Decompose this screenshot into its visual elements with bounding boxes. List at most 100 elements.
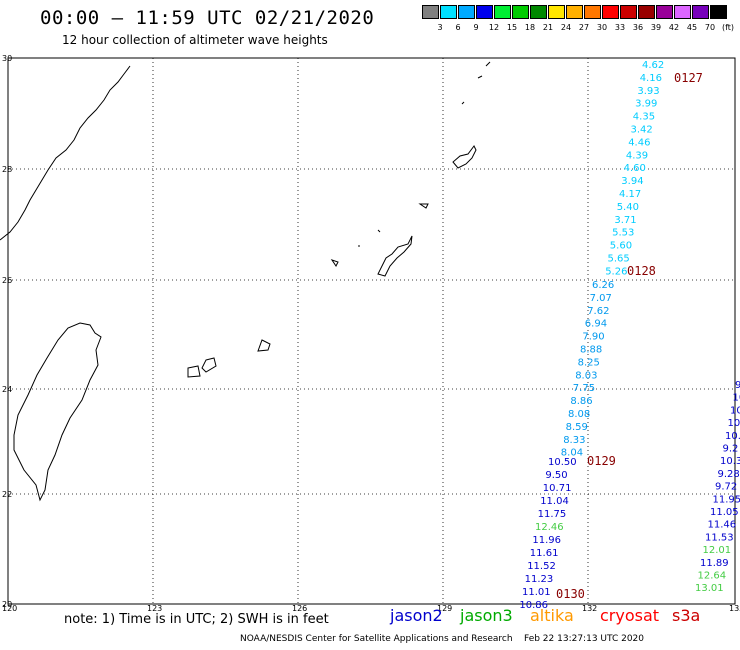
lat-tick-label: 28 bbox=[2, 165, 12, 174]
legend-swatch bbox=[422, 5, 439, 19]
wave-height-value: 4.17 bbox=[619, 189, 641, 200]
legend-label: 33 bbox=[614, 23, 626, 32]
legend-jason3: jason3 bbox=[460, 606, 513, 625]
wave-height-value: 5.65 bbox=[608, 254, 630, 265]
wave-height-value: 12.01 bbox=[703, 545, 732, 556]
wave-height-value: 6.94 bbox=[585, 319, 607, 330]
wave-height-value: 7.75 bbox=[573, 383, 595, 394]
legend-label: 42 bbox=[668, 23, 680, 32]
chart-title: 00:00 — 11:59 UTC 02/21/2020 bbox=[40, 7, 375, 29]
legend-swatch bbox=[494, 5, 511, 19]
lat-tick-label: 30 bbox=[2, 54, 12, 63]
legend-swatch bbox=[674, 5, 691, 19]
pass-label: 0127 bbox=[674, 71, 703, 85]
wave-height-value: 10 bbox=[733, 393, 740, 404]
amami-coastline bbox=[452, 145, 477, 169]
wave-height-value: 9.2 bbox=[723, 444, 739, 455]
legend-swatch bbox=[512, 5, 529, 19]
footnote: note: 1) Time is in UTC; 2) SWH is in fe… bbox=[64, 612, 329, 627]
legend-label: 30 bbox=[596, 23, 608, 32]
okinawa-coastline bbox=[377, 235, 413, 277]
wave-height-value: 10.50 bbox=[548, 457, 577, 468]
wave-height-value: 4.62 bbox=[642, 60, 664, 71]
legend-swatch bbox=[638, 5, 655, 19]
legend-swatch bbox=[566, 5, 583, 19]
wave-height-value: 8.03 bbox=[575, 370, 597, 381]
legend-swatch bbox=[620, 5, 637, 19]
legend-label: 15 bbox=[506, 23, 518, 32]
lon-tick-label: 123 bbox=[147, 604, 162, 613]
pass-label: 0129 bbox=[587, 454, 616, 468]
wave-height-value: 5.26 bbox=[605, 266, 627, 277]
legend-swatch bbox=[692, 5, 709, 19]
legend-s3a: s3a bbox=[672, 606, 701, 625]
lat-tick-label: 22 bbox=[2, 490, 12, 499]
lat-tick-label: 24 bbox=[2, 385, 12, 394]
wave-height-value: 5.40 bbox=[617, 202, 639, 213]
wave-height-value: 8.88 bbox=[580, 345, 602, 356]
legend-cryosat: cryosat bbox=[600, 606, 660, 625]
graticule bbox=[8, 58, 735, 604]
wave-height-value: 12.64 bbox=[698, 571, 727, 582]
wave-height-value: 7.90 bbox=[582, 332, 604, 343]
wave-height-value: 4.35 bbox=[633, 112, 655, 123]
legend-label: 9 bbox=[473, 23, 479, 32]
legend-label: 21 bbox=[542, 23, 554, 32]
legend-swatch bbox=[656, 5, 673, 19]
wave-height-value: 10.4 bbox=[725, 431, 740, 442]
legend-label: 27 bbox=[578, 23, 590, 32]
lon-tick-label: 129 bbox=[437, 604, 452, 613]
tick-labels: 120 123 126 129 132 135 30 28 26 24 22 20 bbox=[2, 54, 740, 613]
wave-height-value: 8.33 bbox=[563, 435, 585, 446]
tokara-islands bbox=[330, 61, 491, 267]
wave-height-value: 11.89 bbox=[700, 558, 729, 569]
legend-swatch bbox=[584, 5, 601, 19]
wave-height-value: 10. bbox=[728, 418, 740, 429]
pass-labels: 0127 0128 0129 0130 bbox=[556, 71, 703, 601]
legend-label: 36 bbox=[632, 23, 644, 32]
wave-height-value: 4.16 bbox=[640, 73, 662, 84]
wave-height-value: 11.96 bbox=[532, 535, 561, 546]
legend-label: 24 bbox=[560, 23, 572, 32]
wave-height-value: 13.01 bbox=[695, 583, 724, 594]
wave-height-value: 3.71 bbox=[614, 215, 636, 226]
wave-height-value: 11.23 bbox=[525, 574, 554, 585]
wave-height-value: 11.53 bbox=[705, 532, 734, 543]
legend-swatch bbox=[440, 5, 457, 19]
wave-height-value: 3.93 bbox=[637, 86, 659, 97]
ishigaki-coastline bbox=[201, 357, 217, 373]
lon-tick-label: 120 bbox=[2, 604, 17, 613]
wave-height-labels: 4.62 4.16 3.93 3.99 4.35 3.424.46 4.39 4.60 3.94… bbox=[519, 60, 740, 611]
legend-jason2: jason2 bbox=[390, 606, 443, 625]
wave-height-value: 8.08 bbox=[568, 409, 590, 420]
wave-height-value: 3.94 bbox=[621, 176, 643, 187]
wave-height-value: 3.99 bbox=[635, 99, 657, 110]
legend-swatch bbox=[458, 5, 475, 19]
wave-height-value: 5.53 bbox=[612, 228, 634, 239]
legend-label: 70 bbox=[704, 23, 716, 32]
wave-height-value: 11.46 bbox=[708, 520, 737, 531]
wave-height-value: 9 bbox=[735, 380, 740, 391]
lon-tick-label: 132 bbox=[582, 604, 597, 613]
wave-height-value: 10.86 bbox=[519, 600, 548, 611]
wave-height-value: 10.71 bbox=[543, 483, 572, 494]
wave-height-value: 11.95 bbox=[713, 494, 740, 505]
map-frame bbox=[7, 57, 736, 605]
wave-height-value: 4.39 bbox=[626, 150, 648, 161]
wave-height-value: 4.46 bbox=[628, 137, 650, 148]
wave-height-value: 4.60 bbox=[624, 163, 646, 174]
wave-height-value: 9.72 bbox=[715, 482, 737, 493]
legend-label: 18 bbox=[524, 23, 536, 32]
legend-swatch bbox=[710, 5, 727, 19]
wave-height-value: 11.05 bbox=[710, 507, 739, 518]
pass-label: 0128 bbox=[627, 264, 656, 278]
wave-height-value: 11.61 bbox=[530, 548, 559, 559]
wave-height-value: 8.59 bbox=[566, 422, 588, 433]
lon-tick-label: 126 bbox=[292, 604, 307, 613]
taiwan-coastline bbox=[13, 322, 102, 502]
wave-height-value: 11.52 bbox=[527, 561, 556, 572]
legend-label: 3 bbox=[437, 23, 443, 32]
wave-height-value: 10 bbox=[730, 405, 740, 416]
legend-label: 12 bbox=[488, 23, 500, 32]
